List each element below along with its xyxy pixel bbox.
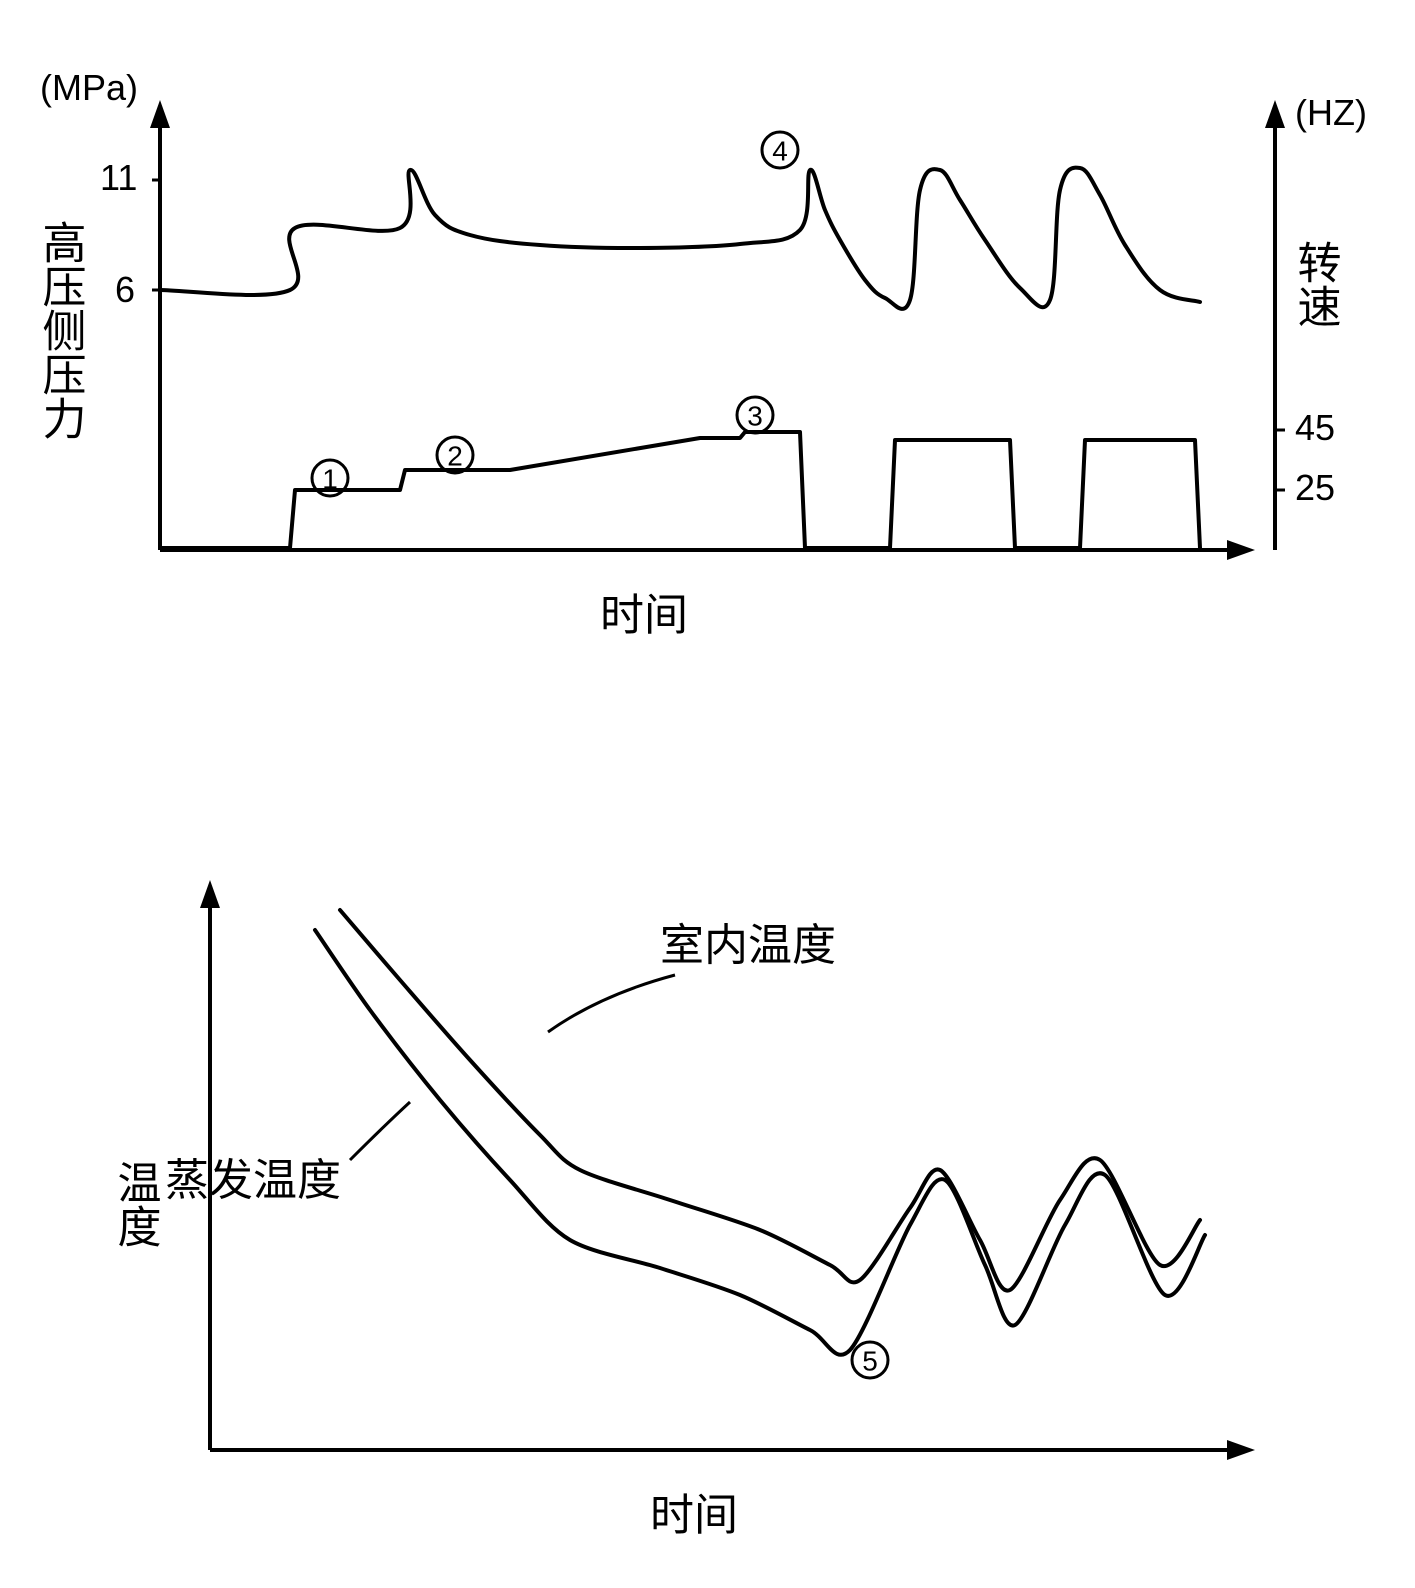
marker-number: 2	[447, 441, 463, 472]
figure-container: (MPa) 11 6 (HZ) 45 25 高压侧压力 转速 时间 1 2 3 4 温…	[40, 40, 1375, 1548]
bottom-y-arrow	[200, 880, 220, 908]
top-left-tick-label-6: 6	[115, 269, 135, 310]
pressure-curve	[160, 168, 1200, 309]
bottom-x-arrow	[1227, 1440, 1255, 1460]
top-left-y-title: 高压侧压力	[40, 220, 86, 440]
room-temp-pointer	[548, 975, 675, 1032]
evap-temp-pointer	[350, 1102, 410, 1160]
bottom-markers: 5	[852, 1342, 888, 1378]
top-left-y-arrow	[150, 100, 170, 128]
charts-svg: (MPa) 11 6 (HZ) 45 25 高压侧压力 转速 时间 1 2 3 4 温…	[40, 40, 1375, 1548]
top-right-unit: (HZ)	[1295, 92, 1367, 133]
marker-number: 4	[772, 136, 788, 167]
top-right-y-arrow	[1265, 100, 1285, 128]
bottom-y-title: 温度	[111, 1160, 161, 1248]
marker-number: 3	[747, 401, 763, 432]
evap-temp-curve	[315, 930, 1205, 1355]
marker-number: 5	[862, 1346, 878, 1377]
bottom-x-title: 时间	[650, 1491, 738, 1540]
top-left-unit: (MPa)	[40, 67, 138, 108]
top-chart: (MPa) 11 6 (HZ) 45 25 高压侧压力 转速 时间 1 2 3 4	[40, 67, 1367, 640]
top-right-y-title: 转速	[1291, 240, 1341, 328]
evap-temp-label: 蒸发温度	[165, 1156, 341, 1205]
bottom-chart: 温度 时间 室内温度 蒸发温度 5	[111, 880, 1256, 1540]
top-x-title: 时间	[600, 591, 688, 640]
top-right-tick-label-45: 45	[1295, 407, 1335, 448]
top-x-arrow	[1227, 540, 1255, 560]
top-left-tick-label-11: 11	[100, 157, 137, 198]
top-right-tick-label-25: 25	[1295, 467, 1335, 508]
top-markers: 1 2 3 4	[312, 132, 798, 496]
marker-number: 1	[322, 464, 338, 495]
room-temp-label: 室内温度	[660, 921, 836, 970]
